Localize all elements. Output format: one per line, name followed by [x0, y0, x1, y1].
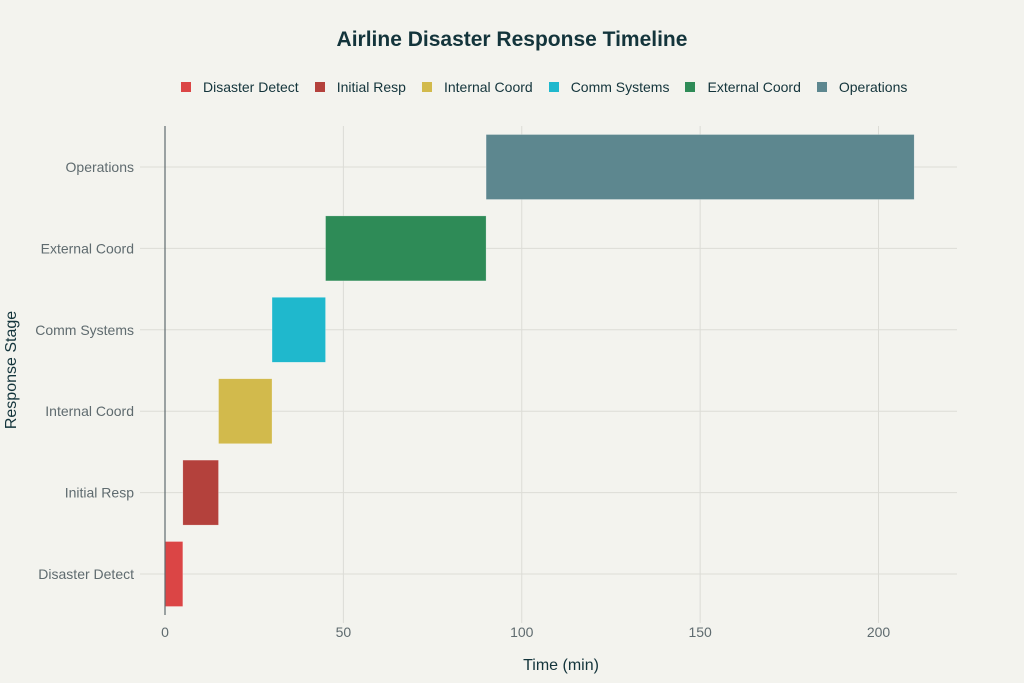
- y-tick-label: Operations: [66, 159, 134, 175]
- legend-swatch: [314, 82, 325, 92]
- x-tick-label: 150: [688, 624, 712, 640]
- legend-swatch: [548, 82, 559, 92]
- legend-item[interactable]: Initial Resp: [314, 79, 406, 95]
- y-tick-label: Initial Resp: [65, 485, 134, 501]
- bar-internal-coord: [218, 378, 273, 444]
- x-tick-label: 100: [510, 624, 534, 640]
- bar-disaster-detect: [164, 541, 184, 607]
- legend-swatch: [685, 82, 696, 92]
- bar-operations: [485, 134, 915, 200]
- legend-label: Initial Resp: [336, 79, 406, 95]
- legend-label: Operations: [838, 79, 908, 95]
- bar-external-coord: [325, 215, 487, 282]
- legend-swatch: [816, 82, 827, 92]
- legend-item[interactable]: Operations: [816, 79, 908, 95]
- y-tick-label: Comm Systems: [35, 322, 134, 338]
- x-tick-label: 0: [161, 624, 169, 640]
- legend-label: Internal Coord: [443, 79, 533, 95]
- legend-label: External Coord: [707, 79, 801, 95]
- x-axis-title: Time (min): [523, 657, 599, 674]
- chart-title: Airline Disaster Response Timeline: [336, 28, 688, 51]
- legend: Disaster Detect Initial Resp Internal Coor…: [181, 79, 923, 95]
- legend-item[interactable]: External Coord: [685, 79, 801, 95]
- legend-label: Disaster Detect: [203, 79, 299, 95]
- bar-comm-systems: [271, 297, 326, 363]
- y-tick-label: Internal Coord: [45, 403, 134, 419]
- y-tick-label: External Coord: [41, 240, 134, 256]
- legend-item[interactable]: Comm Systems: [548, 79, 670, 95]
- legend-label: Comm Systems: [570, 79, 670, 95]
- y-axis-title: Response Stage: [3, 311, 20, 429]
- legend-item[interactable]: Disaster Detect: [181, 79, 299, 95]
- x-tick-label: 200: [867, 624, 891, 640]
- bar-initial-resp: [182, 459, 219, 526]
- legend-swatch: [181, 82, 191, 92]
- legend-swatch: [421, 82, 432, 92]
- x-tick-label: 50: [336, 624, 352, 640]
- legend-item[interactable]: Internal Coord: [421, 79, 533, 95]
- y-tick-label: Disaster Detect: [38, 566, 134, 582]
